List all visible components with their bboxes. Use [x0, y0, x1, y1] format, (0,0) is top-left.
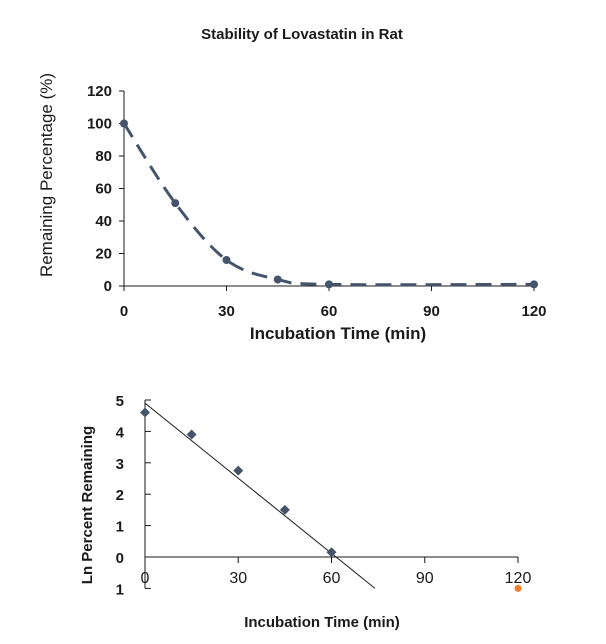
- chart1-y-tick-label: 40: [95, 213, 112, 230]
- chart1-data-point: [171, 199, 180, 208]
- chart1-data-point: [325, 280, 333, 289]
- chart2-x-axis-label: Incubation Time (min): [244, 614, 400, 631]
- chart2-x-tick-label: 0: [141, 570, 150, 587]
- chart2-x-tick-label: 60: [323, 570, 341, 587]
- chart2-x-tick-label: 120: [505, 570, 532, 587]
- chart2-data-point: [326, 547, 337, 558]
- chart2-data-point: [186, 429, 197, 440]
- chart2-x-tick-label: 90: [416, 570, 434, 587]
- chart2-data-point: [279, 504, 290, 515]
- chart1-data-point: [530, 280, 538, 289]
- chart2-series: [140, 402, 522, 592]
- chart1-data-point: [273, 275, 282, 284]
- chart1-x-axis-label: Incubation Time (min): [250, 324, 426, 343]
- chart1-x-ticks: 0 30 60 90 120: [120, 286, 547, 320]
- chart1-x-tick-label: 0: [120, 303, 128, 320]
- chart1-x-tick-label: 120: [521, 303, 546, 320]
- chart1-series-line: [122, 122, 535, 287]
- chart1-x-tick-label: 90: [423, 303, 440, 320]
- chart2-x-tick-label: 30: [229, 570, 247, 587]
- chart1-y-tick-label: 120: [87, 83, 112, 100]
- chart1-axes: [123, 91, 534, 287]
- chart2-y-tick-label: 1: [116, 519, 124, 536]
- chart1-y-axis-label: Remaining Percentage (%): [37, 73, 56, 277]
- chart2-x-ticks: 0 30 60 90 120: [141, 557, 532, 587]
- chart1-data-point: [222, 256, 231, 264]
- chart2-y-axis-label: Ln Percent Remaining: [79, 426, 96, 584]
- chart1-y-ticks: 0 20 40 60 80 100 120: [87, 83, 124, 295]
- chart1-series: [120, 119, 538, 289]
- chart1-y-tick-label: 20: [95, 246, 112, 263]
- chart-remaining-percentage: 0 20 40 60 80 100 120 0 30 60 90 120 Incubation Ti…: [37, 73, 547, 343]
- chart1-y-tick-label: 80: [95, 148, 112, 165]
- chart1-y-tick-label: 100: [87, 116, 112, 133]
- chart2-extra-point: [514, 584, 522, 592]
- chart2-y-tick-label: 4: [116, 424, 125, 441]
- chart2-y-tick-label: 1: [116, 581, 124, 598]
- chart1-x-tick-label: 60: [321, 303, 338, 320]
- chart2-y-tick-label: 3: [116, 456, 124, 473]
- chart-title: Stability of Lovastatin in Rat: [201, 26, 403, 43]
- chart2-data-point: [233, 465, 244, 476]
- chart1-data-point: [120, 119, 128, 128]
- chart1-x-tick-label: 30: [218, 303, 235, 320]
- chart2-y-tick-label: 2: [116, 487, 124, 504]
- chart2-y-tick-label: 5: [116, 393, 124, 410]
- chart1-y-tick-label: 60: [95, 181, 112, 198]
- chart1-y-tick-label: 0: [104, 278, 112, 295]
- chart2-y-tick-label: 0: [116, 550, 124, 567]
- chart2-trendline: [144, 402, 376, 589]
- chart2-data-point: [140, 407, 150, 418]
